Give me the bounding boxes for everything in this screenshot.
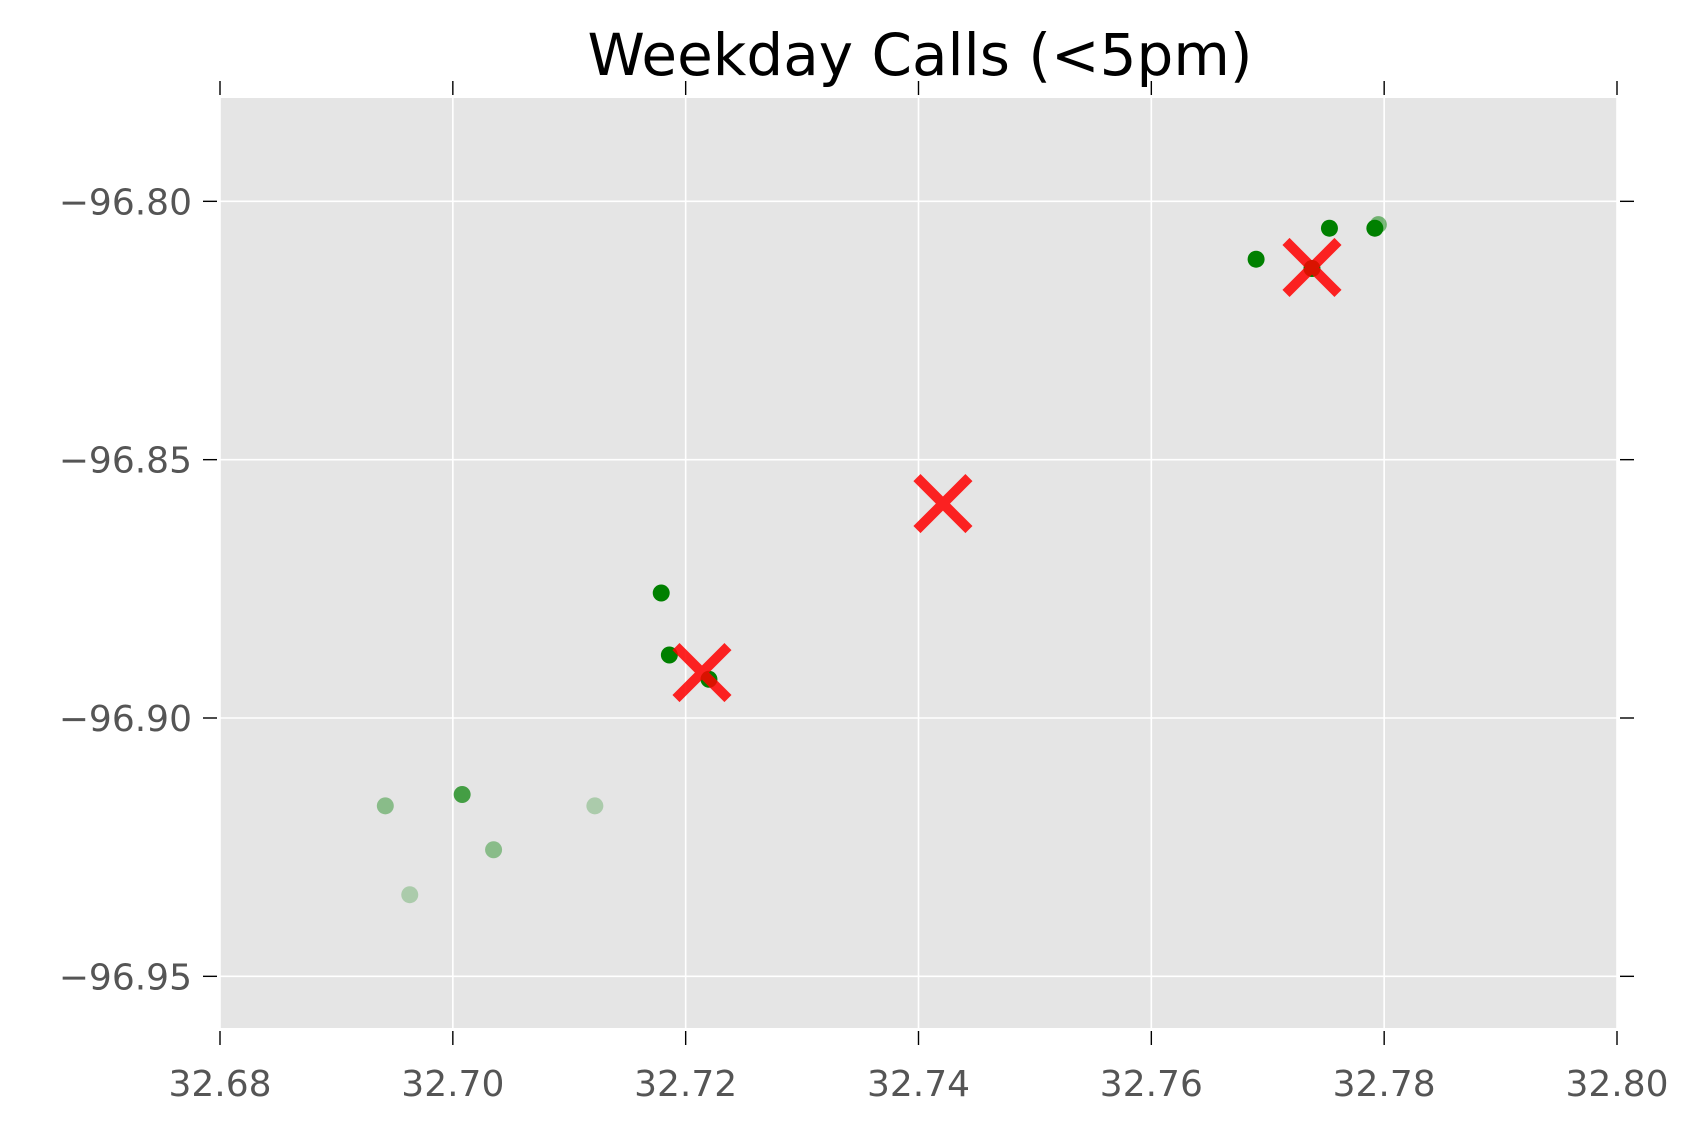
data-point [401, 886, 419, 904]
data-point [586, 797, 604, 815]
centroid-markers [672, 237, 1342, 703]
y-tick-label: −96.90 [59, 699, 192, 740]
centroid-x-marker [1282, 237, 1342, 298]
data-point [453, 785, 471, 803]
y-tick-label: −96.80 [59, 182, 192, 223]
chart-title: Weekday Calls (<5pm) [587, 21, 1252, 89]
x-tick-label: 32.74 [867, 1064, 970, 1105]
grid [219, 98, 1618, 1028]
data-point [485, 841, 503, 859]
centroid-x-marker [913, 474, 973, 534]
axis-ticks [203, 81, 1634, 1045]
centroid-x-marker [672, 642, 732, 703]
x-axis-tick-labels: 32.68 32.70 32.72 32.74 32.76 32.78 32.80 [168, 1064, 1668, 1105]
data-point [1366, 219, 1384, 237]
x-tick-label: 32.78 [1333, 1064, 1436, 1105]
x-tick-label: 32.68 [168, 1064, 271, 1105]
data-point [376, 797, 394, 815]
y-axis-tick-labels: −96.80 −96.85 −96.90 −96.95 [59, 182, 192, 998]
data-point [652, 584, 670, 602]
data-point [1247, 250, 1265, 268]
x-tick-label: 32.70 [401, 1064, 504, 1105]
data-point [1320, 219, 1338, 237]
x-tick-label: 32.72 [634, 1064, 737, 1105]
x-tick-label: 32.80 [1565, 1064, 1668, 1105]
y-tick-label: −96.85 [59, 441, 192, 482]
x-tick-label: 32.76 [1100, 1064, 1203, 1105]
y-tick-label: −96.95 [59, 957, 192, 998]
